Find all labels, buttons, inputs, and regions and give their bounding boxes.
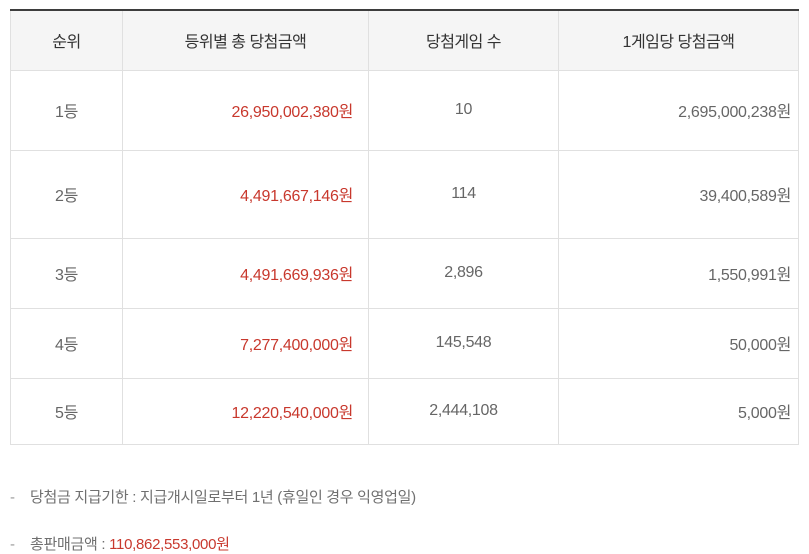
cell-winning-games: 114 [368, 149, 559, 239]
cell-rank: 5등 [10, 377, 123, 445]
note-total-sales-label: 총판매금액 : [30, 535, 110, 553]
table-row: 2등 4,491,667,146원 114 39,400,589원 [10, 149, 799, 239]
note-total-sales-value: 110,862,553,000원 [109, 535, 230, 553]
cell-winning-games: 145,548 [368, 307, 559, 379]
cell-total-prize: 4,491,669,936원 [122, 237, 369, 309]
prize-result-table: 순위 등위별 총 당첨금액 당첨게임 수 1게임당 당첨금액 1등 26,950… [10, 9, 799, 445]
col-header-rank: 순위 [10, 9, 123, 71]
footnotes: - 당첨금 지급기한 : 지급개시일로부터 1년 (휴일인 경우 익영업일) -총… [10, 486, 798, 554]
cell-rank: 3등 [10, 237, 123, 309]
cell-prize-per-game: 2,695,000,238원 [558, 69, 799, 151]
table-row: 5등 12,220,540,000원 2,444,108 5,000원 [10, 377, 799, 445]
note-dash: - [10, 488, 15, 506]
col-header-winning-games: 당첨게임 수 [368, 9, 559, 71]
col-header-total-prize: 등위별 총 당첨금액 [122, 9, 369, 71]
table-row: 3등 4,491,669,936원 2,896 1,550,991원 [10, 237, 799, 309]
cell-winning-games: 2,896 [368, 237, 559, 309]
cell-total-prize: 7,277,400,000원 [122, 307, 369, 379]
col-header-prize-per-game: 1게임당 당첨금액 [558, 9, 799, 71]
cell-total-prize: 4,491,667,146원 [122, 149, 369, 239]
cell-total-prize: 26,950,002,380원 [122, 69, 369, 151]
note-dash: - [10, 535, 15, 553]
cell-winning-games: 10 [368, 69, 559, 151]
cell-winning-games: 2,444,108 [368, 377, 559, 445]
table-header-row: 순위 등위별 총 당첨금액 당첨게임 수 1게임당 당첨금액 [10, 9, 799, 71]
cell-total-prize: 12,220,540,000원 [122, 377, 369, 445]
cell-prize-per-game: 5,000원 [558, 377, 799, 445]
cell-prize-per-game: 50,000원 [558, 307, 799, 379]
cell-prize-per-game: 39,400,589원 [558, 149, 799, 239]
table-row: 1등 26,950,002,380원 10 2,695,000,238원 [10, 69, 799, 151]
note-total-sales: - 총판매금액 : 110,862,553,000원 [10, 533, 798, 554]
cell-rank: 4등 [10, 307, 123, 379]
cell-rank: 2등 [10, 149, 123, 239]
table-row: 4등 7,277,400,000원 145,548 50,000원 [10, 307, 799, 379]
cell-rank: 1등 [10, 69, 123, 151]
note-payment-deadline-text: 당첨금 지급기한 : 지급개시일로부터 1년 (휴일인 경우 익영업일) [30, 488, 416, 506]
note-payment-deadline: - 당첨금 지급기한 : 지급개시일로부터 1년 (휴일인 경우 익영업일) [10, 486, 798, 507]
cell-prize-per-game: 1,550,991원 [558, 237, 799, 309]
